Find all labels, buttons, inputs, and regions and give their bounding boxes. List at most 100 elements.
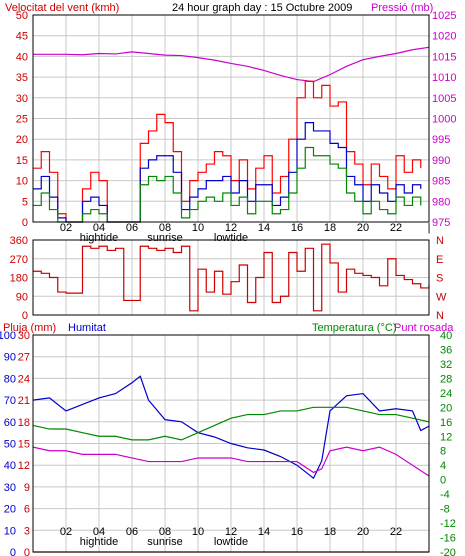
rain-tick-label: 30 (18, 330, 30, 342)
x-tick-label: 12 (225, 222, 237, 234)
pressure-axis-label: Pressió (mb) (371, 2, 433, 14)
x-tick-label: 22 (390, 222, 402, 234)
x-tick-label: 18 (324, 526, 336, 538)
temperature-tick-label: 16 (440, 417, 452, 429)
direction-series (33, 243, 430, 312)
dewpoint-axis-label: Punt rosada (394, 322, 454, 334)
x-annotation-label: lowtide (214, 536, 248, 548)
x-tick-label: 04 (93, 526, 105, 538)
climate-panel: Pluja (mm) Humitat Temperatura (°C) Punt… (0, 322, 456, 556)
pressure-tick-label: 980 (432, 196, 450, 208)
rain-tick-label: 15 (18, 439, 30, 451)
wind-tick-label: 50 (16, 10, 28, 22)
temperature-y-ticks: -20 -16 -12 -8 -4 0 4 8 12 16 20 24 28 32 36 40 (440, 330, 456, 556)
temperature-axis-label: Temperatura (°C) (312, 322, 396, 334)
x-tick-label: 14 (258, 526, 270, 538)
wind-tick-label: 25 (16, 114, 28, 126)
x-tick-label: | (428, 222, 431, 234)
wind-plot-frame (32, 14, 430, 223)
compass-label: W (436, 291, 447, 303)
temperature-tick-label: 8 (440, 446, 446, 458)
direction-tick-label: 90 (16, 291, 28, 303)
climate-plot-frame (32, 334, 430, 553)
x-annotation-label: lowtide (214, 232, 248, 244)
wind-axis-label: Velocitat del vent (kmh) (5, 2, 119, 14)
pressure-tick-label: 1020 (432, 31, 456, 43)
x-tick-label: 16 (291, 526, 303, 538)
temperature-tick-label: 0 (440, 475, 446, 487)
x-tick-label: 02 (60, 222, 72, 234)
direction-tick-label: 360 (10, 235, 28, 247)
x-tick-label: 08 (159, 526, 171, 538)
compass-label: S (436, 273, 443, 285)
humidity-tick-label: 80 (4, 373, 16, 385)
humidity-y-ticks: 0 10 20 30 40 50 60 70 80 90 100 (0, 330, 16, 556)
x-tick-label: 22 (390, 526, 402, 538)
x-tick-label: 18 (324, 222, 336, 234)
rain-tick-label: 12 (18, 460, 30, 472)
humidity-tick-label: 100 (0, 330, 16, 342)
humidity-axis-label: Humitat (68, 322, 106, 334)
wind-x-ticks: 02 04 06 08 10 12 14 16 18 20 22 | hightide sunrise lo… (60, 222, 431, 244)
direction-tick-label: 0 (22, 310, 28, 322)
x-tick-label: 20 (357, 526, 369, 538)
temperature-tick-label: 12 (440, 431, 452, 443)
x-annotation-label: sunrise (147, 536, 182, 548)
dewpoint-line (32, 446, 430, 477)
humidity-tick-label: 0 (10, 547, 16, 556)
wind-tick-label: 45 (16, 31, 28, 43)
x-tick-label: 20 (357, 222, 369, 234)
humidity-tick-label: 70 (4, 395, 16, 407)
x-tick-label: 16 (291, 222, 303, 234)
wind-tick-label: 10 (16, 176, 28, 188)
wind-tick-label: 5 (22, 196, 28, 208)
rain-tick-label: 9 (24, 482, 30, 494)
wind-pressure-panel: Velocitat del vent (kmh) 24 hour graph d… (5, 2, 456, 244)
pressure-y-ticks: 975 980 985 990 995 1000 1005 1010 1015 1020 1025 (432, 10, 456, 229)
compass-label: E (436, 254, 443, 266)
direction-plot-frame (32, 239, 430, 316)
pressure-tick-label: 985 (432, 176, 450, 188)
chart-title: 24 hour graph day : 15 Octubre 2009 (172, 2, 352, 14)
pressure-tick-label: 995 (432, 134, 450, 146)
direction-tick-label: 270 (10, 254, 28, 266)
rain-tick-label: 18 (18, 417, 30, 429)
wind-series (33, 46, 430, 223)
rain-tick-label: 24 (18, 373, 30, 385)
direction-tick-label: 180 (10, 273, 28, 285)
x-tick-label: 12 (225, 526, 237, 538)
humidity-line (32, 375, 430, 480)
temperature-tick-label: -12 (440, 518, 456, 530)
humidity-tick-label: 90 (4, 352, 16, 364)
humidity-tick-label: 50 (4, 439, 16, 451)
rain-tick-label: 21 (18, 395, 30, 407)
pressure-line (33, 46, 430, 83)
pressure-tick-label: 1015 (432, 51, 456, 63)
humidity-tick-label: 10 (4, 525, 16, 537)
rain-tick-label: 3 (24, 525, 30, 537)
pressure-tick-label: 990 (432, 155, 450, 167)
temperature-line (32, 406, 430, 441)
wind-direction-line (33, 243, 430, 312)
x-annotation-label: hightide (80, 536, 119, 548)
x-tick-label: 06 (126, 222, 138, 234)
temperature-tick-label: 36 (440, 344, 452, 356)
wind-average-line (33, 146, 422, 223)
wind-tick-label: 30 (16, 93, 28, 105)
pressure-tick-label: 1010 (432, 72, 456, 84)
rain-tick-label: 0 (24, 547, 30, 556)
x-tick-label: 02 (60, 526, 72, 538)
rain-tick-label: 6 (24, 504, 30, 516)
temperature-tick-label: 20 (440, 402, 452, 414)
wind-tick-label: 20 (16, 134, 28, 146)
pressure-tick-label: 1005 (432, 93, 456, 105)
humidity-tick-label: 40 (4, 460, 16, 472)
pressure-tick-label: 1000 (432, 114, 456, 126)
pressure-tick-label: 975 (432, 217, 450, 229)
temperature-tick-label: 32 (440, 359, 452, 371)
wind-tick-label: 15 (16, 155, 28, 167)
temperature-tick-label: -16 (440, 533, 456, 545)
compass-label: N (436, 235, 444, 247)
